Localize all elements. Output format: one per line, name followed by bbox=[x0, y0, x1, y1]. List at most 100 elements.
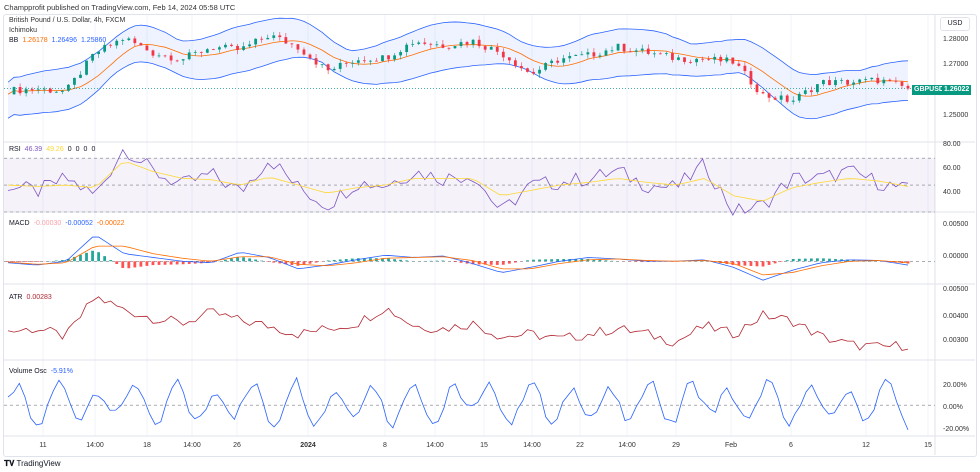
candle-body bbox=[296, 44, 300, 50]
macd-histogram-bar bbox=[381, 258, 384, 262]
candle-body bbox=[580, 54, 584, 56]
macd-histogram-bar bbox=[815, 258, 819, 262]
candle-body bbox=[815, 84, 819, 93]
candle-body bbox=[556, 60, 560, 63]
macd-histogram-bar bbox=[743, 261, 747, 266]
macd-histogram-bar bbox=[338, 259, 342, 262]
rsi-tick: 40.00 bbox=[943, 189, 961, 196]
candle-body bbox=[272, 35, 276, 38]
macd-histogram-bar bbox=[73, 256, 76, 262]
macd-histogram-bar bbox=[574, 258, 578, 262]
macd-histogram-bar bbox=[785, 260, 789, 262]
candle-body bbox=[199, 51, 203, 53]
macd-value: -0.00052 bbox=[65, 220, 93, 227]
candle-body bbox=[344, 62, 348, 64]
candle-body bbox=[731, 57, 735, 64]
macd-histogram-bar bbox=[592, 259, 596, 262]
candle-body bbox=[495, 46, 499, 52]
macd-histogram-bar bbox=[803, 258, 807, 262]
macd-histogram-bar bbox=[737, 261, 741, 266]
macd-histogram-bar bbox=[852, 259, 856, 262]
currency-button[interactable]: USD bbox=[940, 17, 970, 31]
volume-osc-label: Volume Osc bbox=[9, 368, 47, 375]
chart-frame[interactable] bbox=[3, 14, 977, 457]
candle-body bbox=[423, 42, 427, 44]
macd-histogram-bar bbox=[30, 261, 34, 263]
candle-body bbox=[435, 44, 439, 46]
candle-body bbox=[834, 80, 837, 86]
candle-body bbox=[350, 62, 354, 64]
candle-body bbox=[507, 57, 511, 61]
candle-body bbox=[894, 80, 898, 82]
candle-body bbox=[175, 60, 179, 62]
candle-body bbox=[417, 42, 421, 44]
macd-histogram-bar bbox=[405, 260, 409, 262]
candle-body bbox=[429, 43, 433, 45]
macd-histogram-bar bbox=[477, 261, 481, 265]
candle-body bbox=[538, 69, 541, 74]
macd-histogram-bar bbox=[755, 261, 759, 267]
atr-line bbox=[7, 296, 909, 351]
atr-label: ATR bbox=[9, 294, 23, 301]
rsi-legend[interactable]: RSI 46.39 49.26 0 0 0 0 bbox=[9, 146, 99, 153]
candle-body bbox=[652, 53, 656, 55]
volume-osc-legend[interactable]: Volume Osc -5.91% bbox=[9, 368, 77, 375]
candle-body bbox=[67, 84, 70, 91]
candle-body bbox=[73, 77, 76, 85]
candle-body bbox=[701, 58, 705, 60]
rsi-ma-line bbox=[7, 162, 909, 201]
bb-legend[interactable]: BB 1.26178 1.26496 1.25860 bbox=[9, 37, 110, 44]
macd-histogram-bar bbox=[139, 261, 143, 267]
macd-histogram-bar bbox=[205, 261, 209, 263]
time-tick: 6 bbox=[789, 442, 793, 449]
macd-tick: 0.00500 bbox=[943, 221, 969, 228]
candle-body bbox=[254, 38, 258, 45]
macd-histogram-bar bbox=[79, 254, 82, 262]
atr-value: 0.00283 bbox=[26, 294, 52, 301]
atr-tick: 0.00400 bbox=[943, 313, 969, 320]
macd-histogram-bar bbox=[640, 261, 644, 262]
candle-body bbox=[483, 46, 487, 50]
candle-body bbox=[205, 49, 209, 53]
macd-histogram-bar bbox=[459, 261, 463, 263]
candle-body bbox=[79, 74, 82, 78]
candle-body bbox=[640, 48, 644, 51]
candle-body bbox=[465, 42, 469, 45]
macd-histogram-bar bbox=[145, 261, 149, 266]
macd-histogram-bar bbox=[598, 259, 602, 262]
candle-body bbox=[139, 43, 143, 46]
candle-body bbox=[520, 66, 523, 69]
candle-body bbox=[809, 90, 813, 93]
macd-tick: 0.00000 bbox=[943, 253, 969, 260]
ichimoku-legend[interactable]: Ichimoku bbox=[9, 27, 38, 34]
bb-lower: 1.25860 bbox=[80, 37, 107, 44]
candle-body bbox=[369, 60, 372, 62]
volume-osc-tick: 0.00% bbox=[943, 404, 963, 411]
last-price-tag: 1.26022 bbox=[942, 85, 972, 95]
candle-body bbox=[592, 52, 596, 57]
macd-legend[interactable]: MACD -0.00030 -0.00052 -0.00022 bbox=[9, 220, 129, 227]
candle-body bbox=[115, 40, 119, 46]
macd-histogram-bar bbox=[236, 257, 239, 262]
candle-body bbox=[658, 53, 662, 55]
bb-lower-line bbox=[7, 56, 909, 120]
tradingview-logo[interactable]: 𝐓𝐕 TradingView bbox=[4, 459, 61, 469]
candle-body bbox=[719, 56, 723, 62]
atr-legend[interactable]: ATR 0.00283 bbox=[9, 294, 56, 301]
candle-body bbox=[846, 79, 849, 85]
macd-histogram-bar bbox=[828, 258, 831, 262]
candle-body bbox=[411, 43, 415, 45]
candle-body bbox=[634, 50, 638, 52]
candle-body bbox=[586, 52, 590, 55]
rsi-extra: 0 bbox=[91, 146, 96, 153]
candle-body bbox=[230, 44, 233, 46]
macd-histogram-bar bbox=[103, 256, 107, 262]
candle-body bbox=[109, 44, 113, 46]
candle-body bbox=[713, 56, 717, 60]
candle-body bbox=[574, 54, 578, 56]
rsi-ma-value: 49.26 bbox=[46, 146, 64, 153]
candle-body bbox=[743, 65, 747, 72]
macd-histogram-bar bbox=[169, 261, 173, 265]
macd-histogram-bar bbox=[127, 261, 131, 269]
